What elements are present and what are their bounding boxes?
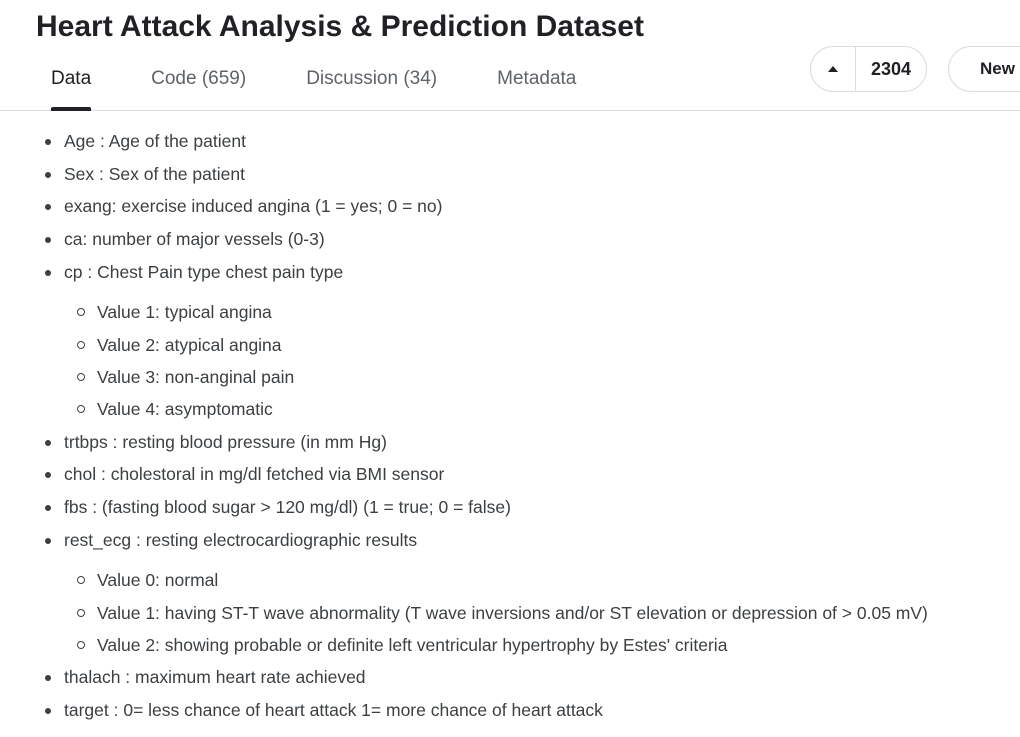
circle-bullet-icon bbox=[77, 576, 85, 585]
list-item: Age : Age of the patient bbox=[0, 125, 1020, 158]
value-text: Value 0: normal bbox=[97, 570, 219, 591]
bullet-icon bbox=[45, 439, 51, 446]
tab-code[interactable]: Code (659) bbox=[151, 68, 247, 89]
list-item: Sex : Sex of the patient bbox=[0, 158, 1020, 191]
dataset-header: Heart Attack Analysis & Prediction Datas… bbox=[0, 0, 1020, 111]
bullet-icon bbox=[45, 204, 51, 211]
value-text: Value 1: typical angina bbox=[97, 302, 272, 323]
tab-metadata[interactable]: Metadata bbox=[497, 68, 577, 89]
sub-list-item: Value 1: typical angina bbox=[0, 296, 1020, 328]
list-item: trtbps : resting blood pressure (in mm H… bbox=[0, 426, 1020, 459]
bullet-icon bbox=[45, 269, 51, 276]
upvote-button[interactable] bbox=[811, 47, 856, 91]
list-item: chol : cholestoral in mg/dl fetched via … bbox=[0, 458, 1020, 491]
value-text: Value 2: showing probable or definite le… bbox=[97, 634, 728, 655]
circle-bullet-icon bbox=[77, 308, 85, 317]
sub-list-item: Value 4: asymptomatic bbox=[0, 393, 1020, 425]
value-text: Value 4: asymptomatic bbox=[97, 399, 273, 420]
bullet-icon bbox=[45, 675, 51, 682]
circle-bullet-icon bbox=[77, 640, 85, 649]
feature-text: fbs : (fasting blood sugar > 120 mg/dl) … bbox=[64, 497, 511, 517]
bullet-icon bbox=[45, 171, 51, 178]
sub-list-item: Value 2: showing probable or definite le… bbox=[0, 629, 1020, 661]
bullet-icon bbox=[45, 139, 51, 145]
feature-text: Age : Age of the patient bbox=[64, 131, 246, 151]
feature-text: thalach : maximum heart rate achieved bbox=[64, 667, 366, 688]
feature-text: chol : cholestoral in mg/dl fetched via … bbox=[64, 464, 445, 485]
tab-data[interactable]: Data bbox=[36, 60, 106, 111]
bullet-icon bbox=[45, 237, 51, 244]
bullet-icon bbox=[45, 472, 51, 479]
value-text: Value 1: having ST-T wave abnormality (T… bbox=[97, 602, 928, 623]
tab-bar: Data Code (659) Discussion (34) Metadata bbox=[36, 60, 621, 111]
value-text: Value 2: atypical angina bbox=[97, 334, 282, 355]
upvote-widget: 2304 bbox=[810, 46, 927, 92]
new-notebook-button[interactable]: New bbox=[948, 46, 1020, 92]
upvote-count: 2304 bbox=[870, 58, 912, 79]
list-item: cp : Chest Pain type chest pain type bbox=[0, 256, 1020, 289]
sub-list-item: Value 0: normal bbox=[0, 564, 1020, 596]
value-text: Value 3: non-anginal pain bbox=[97, 367, 295, 388]
bullet-icon bbox=[45, 505, 51, 511]
page-title: Heart Attack Analysis & Prediction Datas… bbox=[36, 10, 644, 43]
feature-text: rest_ecg : resting electrocardiographic … bbox=[64, 529, 418, 550]
feature-text: cp : Chest Pain type chest pain type bbox=[64, 261, 344, 282]
circle-bullet-icon bbox=[77, 405, 85, 414]
feature-text: trtbps : resting blood pressure (in mm H… bbox=[64, 431, 387, 452]
caret-up-icon bbox=[828, 66, 838, 72]
list-item: exang: exercise induced angina (1 = yes;… bbox=[0, 190, 1020, 223]
sub-list-item: Value 2: atypical angina bbox=[0, 329, 1020, 361]
list-item: thalach : maximum heart rate achieved bbox=[0, 661, 1020, 694]
feature-text: target : 0= less chance of heart attack … bbox=[64, 699, 603, 720]
list-item: target : 0= less chance of heart attack … bbox=[0, 694, 1020, 727]
bullet-icon bbox=[45, 707, 51, 714]
bullet-icon bbox=[45, 537, 51, 544]
list-item: rest_ecg : resting electrocardiographic … bbox=[0, 524, 1020, 557]
feature-text: exang: exercise induced angina (1 = yes;… bbox=[64, 196, 443, 217]
circle-bullet-icon bbox=[77, 373, 85, 382]
column-description: Age : Age of the patient Sex : Sex of th… bbox=[0, 111, 1020, 727]
list-item: fbs : (fasting blood sugar > 120 mg/dl) … bbox=[0, 491, 1020, 524]
tab-discussion[interactable]: Discussion (34) bbox=[306, 68, 438, 89]
feature-text: Sex : Sex of the patient bbox=[64, 163, 245, 184]
circle-bullet-icon bbox=[77, 340, 85, 349]
sub-list-item: Value 3: non-anginal pain bbox=[0, 361, 1020, 393]
feature-list: Age : Age of the patient Sex : Sex of th… bbox=[0, 125, 1020, 727]
circle-bullet-icon bbox=[77, 608, 85, 617]
sub-list-item: Value 1: having ST-T wave abnormality (T… bbox=[0, 597, 1020, 629]
feature-text: ca: number of major vessels (0-3) bbox=[64, 229, 325, 250]
list-item: ca: number of major vessels (0-3) bbox=[0, 223, 1020, 256]
